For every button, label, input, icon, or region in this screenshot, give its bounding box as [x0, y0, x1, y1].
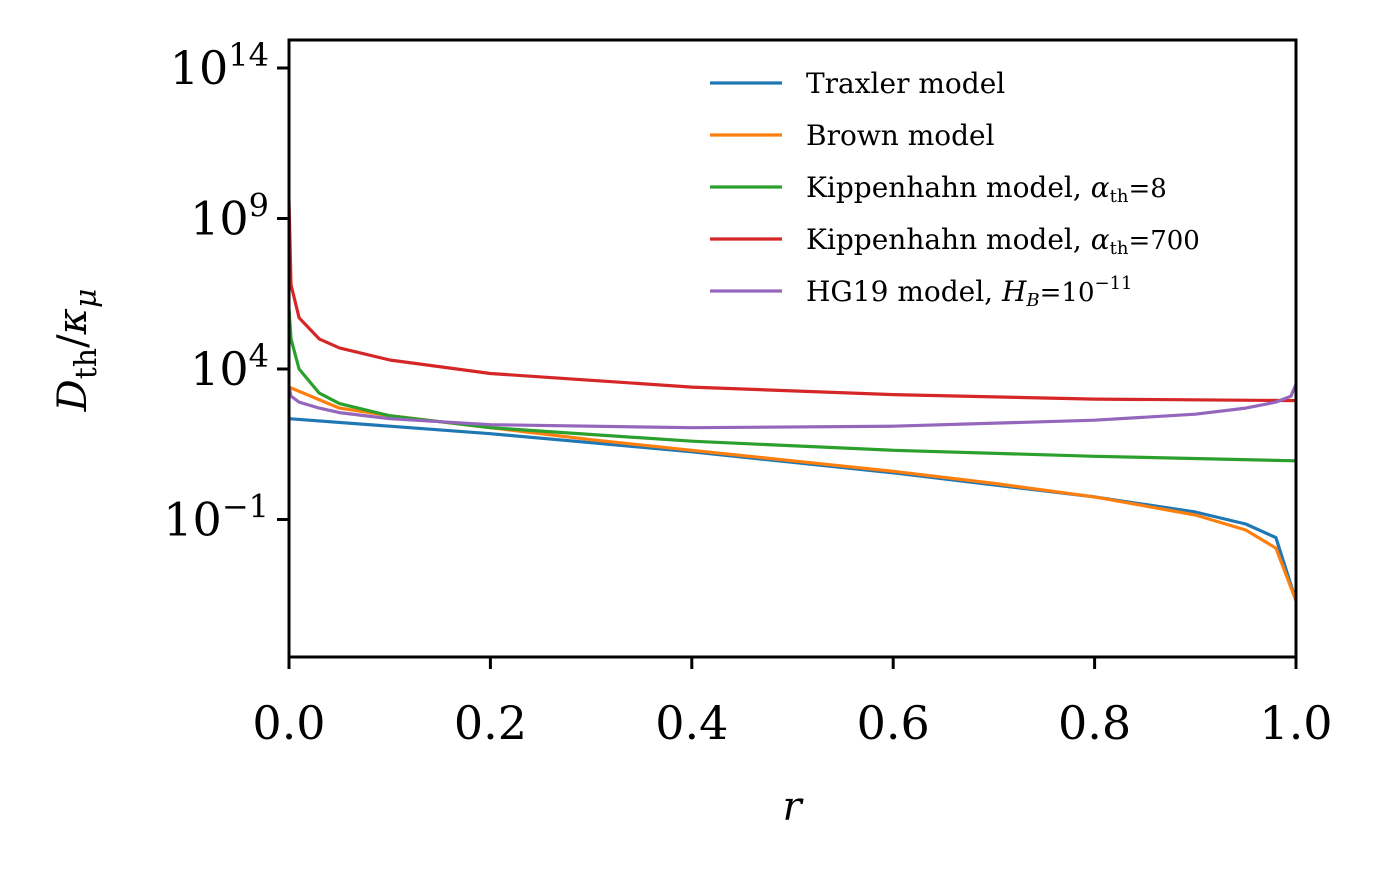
- y-tick-label: 104: [190, 337, 269, 396]
- series-line-5: [289, 383, 1296, 430]
- series-layer: [289, 200, 1296, 602]
- y-axis: 10−1 104 109 1014: [163, 36, 289, 547]
- x-tick-label: 0.0: [252, 696, 325, 750]
- legend-label: Kippenhahn model, αth=8: [806, 171, 1167, 207]
- y-tick-label: 1014: [170, 36, 269, 95]
- y-tick-label: 10−1: [163, 488, 269, 547]
- legend: Traxler model Brown model Kippenhahn model…: [710, 67, 1200, 311]
- legend-label: Kippenhahn model, αth=700: [806, 223, 1200, 259]
- y-tick-label: 109: [190, 187, 269, 246]
- series-line-4: [289, 200, 1296, 403]
- legend-label: HG19 model, HB=10−11: [806, 273, 1133, 311]
- legend-label: Traxler model: [806, 67, 1005, 100]
- x-tick-label: 1.0: [1259, 696, 1332, 750]
- x-tick-label: 0.8: [1058, 696, 1131, 750]
- x-axis: 0.0 0.2 0.4 0.6 0.8 1.0: [252, 657, 1333, 750]
- legend-label: Brown model: [806, 119, 995, 152]
- plot-frame: [287, 38, 1298, 659]
- x-tick-label: 0.2: [454, 696, 527, 750]
- x-tick-label: 0.6: [857, 696, 930, 750]
- series-line-3: [289, 308, 1296, 463]
- x-tick-label: 0.4: [655, 696, 728, 750]
- x-axis-label: r: [782, 784, 804, 830]
